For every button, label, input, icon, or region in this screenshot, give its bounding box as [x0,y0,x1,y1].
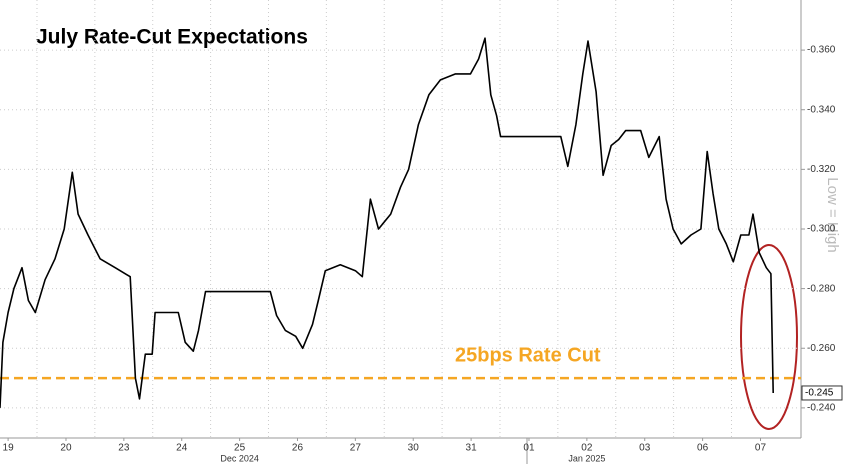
y-tick-label: -0.360 [807,45,836,56]
axis-note: Low = High [824,177,841,252]
highlight-ellipse [740,244,798,430]
x-tick-label: 25 [234,443,246,454]
y-tick-label: -0.320 [807,164,836,175]
x-tick-label: 24 [176,443,188,454]
x-tick-label: 19 [3,443,15,454]
last-value-label: -0.245 [805,388,834,399]
x-tick-label: 23 [118,443,130,454]
x-tick-label: 06 [697,443,709,454]
x-tick-label: 30 [408,443,420,454]
x-tick-label: 20 [60,443,72,454]
y-tick-label: -0.240 [807,403,836,414]
reference-label: 25bps Rate Cut [455,344,601,366]
x-tick-label: 02 [581,443,593,454]
last-value-box [801,385,843,401]
x-tick-label: 26 [292,443,304,454]
month-label: Jan 2025 [568,453,605,463]
month-label: Dec 2024 [220,453,259,463]
y-tick-label: -0.340 [807,104,836,115]
x-tick-label: 01 [523,443,535,454]
series-line [0,37,774,408]
y-tick-label: -0.300 [807,224,836,235]
x-tick-label: 07 [755,443,767,454]
x-tick-label: 27 [350,443,362,454]
x-tick-label: 31 [466,443,478,454]
x-tick-label: 03 [639,443,651,454]
chart-title: July Rate-Cut Expectations [36,26,308,49]
y-tick-label: -0.280 [807,283,836,294]
y-tick-label: -0.260 [807,343,836,354]
